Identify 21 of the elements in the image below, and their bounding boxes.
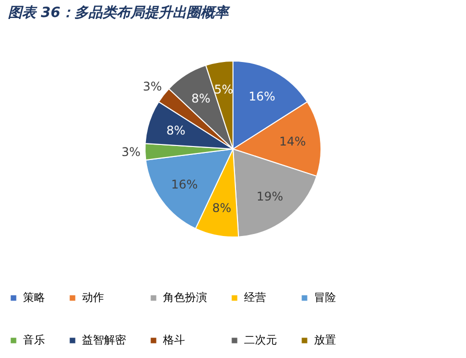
chart-title: 图表 36：多品类布局提升出圈概率 (8, 4, 230, 21)
legend-label: 经营 (244, 290, 266, 304)
data-label: 16% (171, 177, 198, 192)
data-label: 14% (279, 134, 306, 148)
legend-label: 音乐 (23, 334, 45, 346)
data-label: 8% (166, 123, 186, 138)
data-label: 5% (214, 82, 234, 97)
data-label: 16% (248, 89, 276, 104)
data-label: 8% (191, 91, 210, 106)
legend-label: 放置 (314, 334, 336, 346)
legend-label: 益智解密 (82, 334, 126, 346)
data-label: 3% (122, 145, 141, 160)
data-label: 19% (256, 189, 284, 204)
legend-label: 角色扮演 (163, 290, 207, 304)
data-label: 3% (142, 79, 162, 94)
legend-label: 二次元 (244, 334, 277, 346)
legend-label: 格斗 (162, 334, 185, 346)
data-label: 8% (212, 200, 232, 215)
legend-label: 动作 (82, 290, 104, 304)
legend-label: 策略 (23, 290, 45, 304)
legend-label: 冒险 (314, 290, 336, 304)
